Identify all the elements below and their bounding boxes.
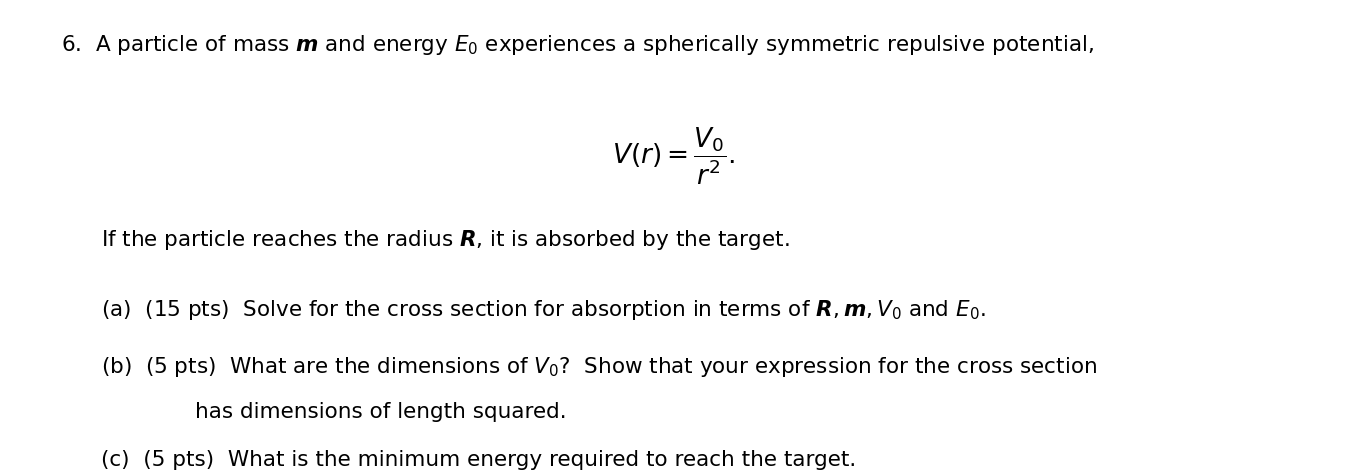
Text: (c)  (5 pts)  What is the minimum energy required to reach the target.: (c) (5 pts) What is the minimum energy r… (101, 450, 856, 470)
Text: $V(r) = \dfrac{V_0}{r^2}.$: $V(r) = \dfrac{V_0}{r^2}.$ (612, 126, 736, 188)
Text: 6.  A particle of mass $\boldsymbol{m}$ and energy $\boldsymbol{E_0}$ experience: 6. A particle of mass $\boldsymbol{m}$ a… (61, 33, 1093, 57)
Text: (b)  (5 pts)  What are the dimensions of $\boldsymbol{V_0}$?  Show that your exp: (b) (5 pts) What are the dimensions of $… (101, 355, 1097, 378)
Text: (a)  (15 pts)  Solve for the cross section for absorption in terms of $\boldsymb: (a) (15 pts) Solve for the cross section… (101, 298, 985, 321)
Text: has dimensions of length squared.: has dimensions of length squared. (195, 402, 568, 422)
Text: If the particle reaches the radius $\boldsymbol{R}$, it is absorbed by the targe: If the particle reaches the radius $\bol… (101, 228, 790, 252)
